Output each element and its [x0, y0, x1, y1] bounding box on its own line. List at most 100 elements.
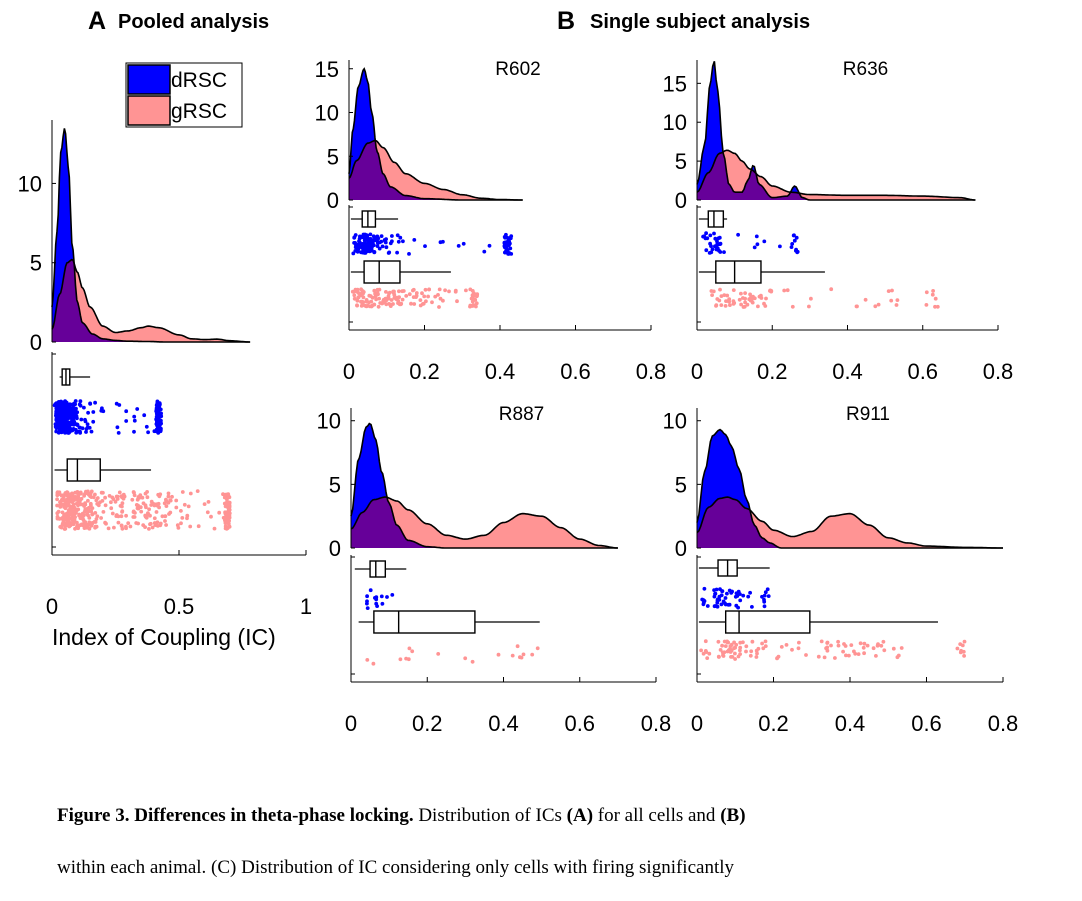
data-point-grsc — [110, 511, 115, 516]
data-point-grsc — [55, 514, 60, 519]
density-line-drsc — [350, 422, 618, 549]
data-point-drsc — [506, 238, 511, 243]
box-grsc — [724, 610, 811, 634]
data-point-drsc — [710, 247, 715, 252]
data-point-drsc — [62, 407, 66, 411]
data-point-grsc — [227, 524, 232, 529]
data-point-grsc — [223, 518, 227, 522]
data-point-grsc — [723, 304, 728, 308]
data-point-drsc — [718, 241, 723, 246]
subject-chart-r602: 0 5 10 15 0 0.2 0.4 0.6 0.8 R602 — [315, 57, 667, 384]
data-point-drsc — [132, 414, 137, 419]
data-point-grsc — [720, 650, 725, 655]
density-area-grsc — [697, 150, 976, 200]
data-point-drsc — [373, 236, 378, 241]
data-point-grsc — [374, 297, 378, 302]
data-point-drsc — [62, 412, 67, 417]
x-tick-label: 0 — [343, 359, 355, 384]
data-point-grsc — [722, 293, 727, 297]
data-point-grsc — [862, 641, 867, 646]
data-point-drsc — [58, 408, 62, 413]
data-point-grsc — [728, 646, 732, 651]
data-point-grsc — [120, 509, 125, 513]
data-point-drsc — [762, 239, 767, 244]
x-tick-label: 0 — [691, 359, 703, 384]
box-drsc — [369, 560, 387, 578]
data-point-drsc — [789, 245, 794, 250]
data-point-grsc — [718, 648, 723, 652]
data-point-grsc — [86, 513, 90, 518]
data-point-grsc — [73, 515, 77, 519]
box-grsc — [373, 610, 476, 634]
data-point-grsc — [960, 643, 965, 648]
data-point-drsc — [508, 246, 513, 251]
data-point-grsc — [775, 656, 779, 661]
density-line-drsc — [696, 428, 1003, 549]
data-point-drsc — [487, 243, 492, 248]
data-point-grsc — [141, 501, 146, 506]
data-point-grsc — [69, 504, 74, 509]
data-point-drsc — [71, 403, 76, 407]
data-point-grsc — [376, 304, 381, 309]
data-point-grsc — [474, 301, 479, 306]
data-point-drsc — [65, 405, 70, 410]
data-point-grsc — [55, 493, 60, 498]
x-tick-label: 0.2 — [758, 711, 789, 736]
data-point-grsc — [763, 644, 768, 648]
data-point-drsc — [154, 408, 159, 413]
data-point-grsc — [733, 651, 737, 656]
data-point-grsc — [930, 292, 935, 297]
data-point-drsc — [738, 598, 743, 603]
data-point-grsc — [114, 514, 119, 518]
data-point-drsc — [87, 425, 92, 430]
data-point-grsc — [209, 514, 213, 519]
data-point-drsc — [723, 596, 728, 600]
box-drsc — [707, 210, 725, 228]
data-point-drsc — [790, 242, 795, 246]
data-point-drsc — [396, 239, 401, 244]
data-point-drsc — [377, 240, 382, 245]
data-point-drsc — [82, 405, 86, 410]
density-overlap-area — [349, 140, 523, 200]
data-point-grsc — [121, 492, 126, 497]
data-point-drsc — [722, 250, 726, 255]
density-area-grsc — [697, 497, 1003, 548]
data-point-grsc — [377, 287, 382, 292]
data-point-drsc — [73, 407, 78, 411]
density-overlap-area — [351, 497, 618, 548]
data-point-grsc — [62, 505, 66, 509]
data-point-grsc — [94, 498, 99, 503]
data-point-drsc — [719, 602, 724, 607]
data-point-drsc — [725, 591, 729, 596]
data-point-grsc — [411, 287, 416, 292]
data-point-grsc — [836, 643, 841, 648]
data-point-grsc — [854, 304, 859, 309]
data-point-grsc — [420, 302, 425, 306]
data-point-grsc — [55, 511, 60, 516]
data-point-drsc — [155, 402, 160, 406]
data-point-drsc — [372, 250, 377, 254]
data-point-grsc — [424, 299, 428, 304]
data-point-drsc — [412, 238, 417, 242]
data-point-drsc — [64, 417, 69, 422]
data-point-grsc — [400, 297, 405, 302]
data-point-grsc — [924, 303, 929, 307]
data-point-grsc — [124, 513, 128, 518]
data-point-grsc — [170, 494, 174, 499]
data-point-grsc — [407, 646, 412, 651]
data-point-grsc — [226, 492, 230, 497]
data-point-drsc — [746, 594, 751, 599]
data-point-grsc — [130, 497, 135, 502]
data-point-grsc — [55, 497, 59, 502]
data-point-grsc — [389, 298, 394, 302]
data-point-grsc — [132, 493, 137, 498]
data-point-drsc — [58, 429, 63, 433]
data-point-grsc — [720, 643, 724, 648]
data-point-grsc — [871, 646, 876, 651]
data-point-grsc — [126, 521, 131, 525]
data-point-grsc — [889, 298, 894, 303]
data-point-grsc — [90, 512, 95, 517]
data-point-grsc — [147, 507, 152, 512]
data-point-grsc — [136, 521, 141, 526]
data-point-grsc — [166, 491, 171, 496]
